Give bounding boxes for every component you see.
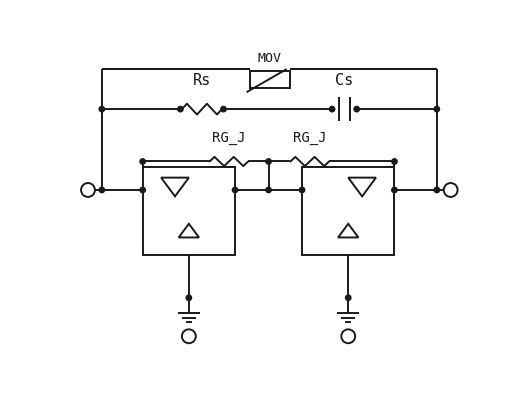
Circle shape [186, 295, 191, 301]
Circle shape [392, 187, 397, 193]
Circle shape [99, 187, 104, 193]
Circle shape [434, 107, 440, 112]
Circle shape [299, 187, 305, 193]
Bar [302, 167, 394, 255]
Circle shape [346, 295, 351, 301]
Circle shape [329, 107, 335, 112]
Polygon shape [179, 224, 199, 238]
Circle shape [341, 329, 355, 343]
Circle shape [178, 107, 183, 112]
Bar [143, 167, 235, 255]
Circle shape [182, 329, 196, 343]
Text: Cs: Cs [335, 72, 354, 88]
Circle shape [434, 187, 440, 193]
Circle shape [232, 187, 238, 193]
Polygon shape [348, 178, 376, 196]
Circle shape [266, 187, 271, 193]
Bar [250, 70, 290, 88]
Polygon shape [338, 224, 358, 238]
Circle shape [221, 107, 226, 112]
Polygon shape [161, 178, 189, 196]
Circle shape [140, 159, 145, 164]
Circle shape [81, 183, 95, 197]
Circle shape [140, 187, 145, 193]
Circle shape [99, 107, 104, 112]
Circle shape [444, 183, 457, 197]
Text: MOV: MOV [258, 52, 282, 65]
Text: Rs: Rs [193, 72, 211, 88]
Text: RG_J: RG_J [293, 131, 327, 145]
Circle shape [266, 159, 271, 164]
Circle shape [354, 107, 359, 112]
Text: RG_J: RG_J [212, 131, 246, 145]
Circle shape [392, 159, 397, 164]
